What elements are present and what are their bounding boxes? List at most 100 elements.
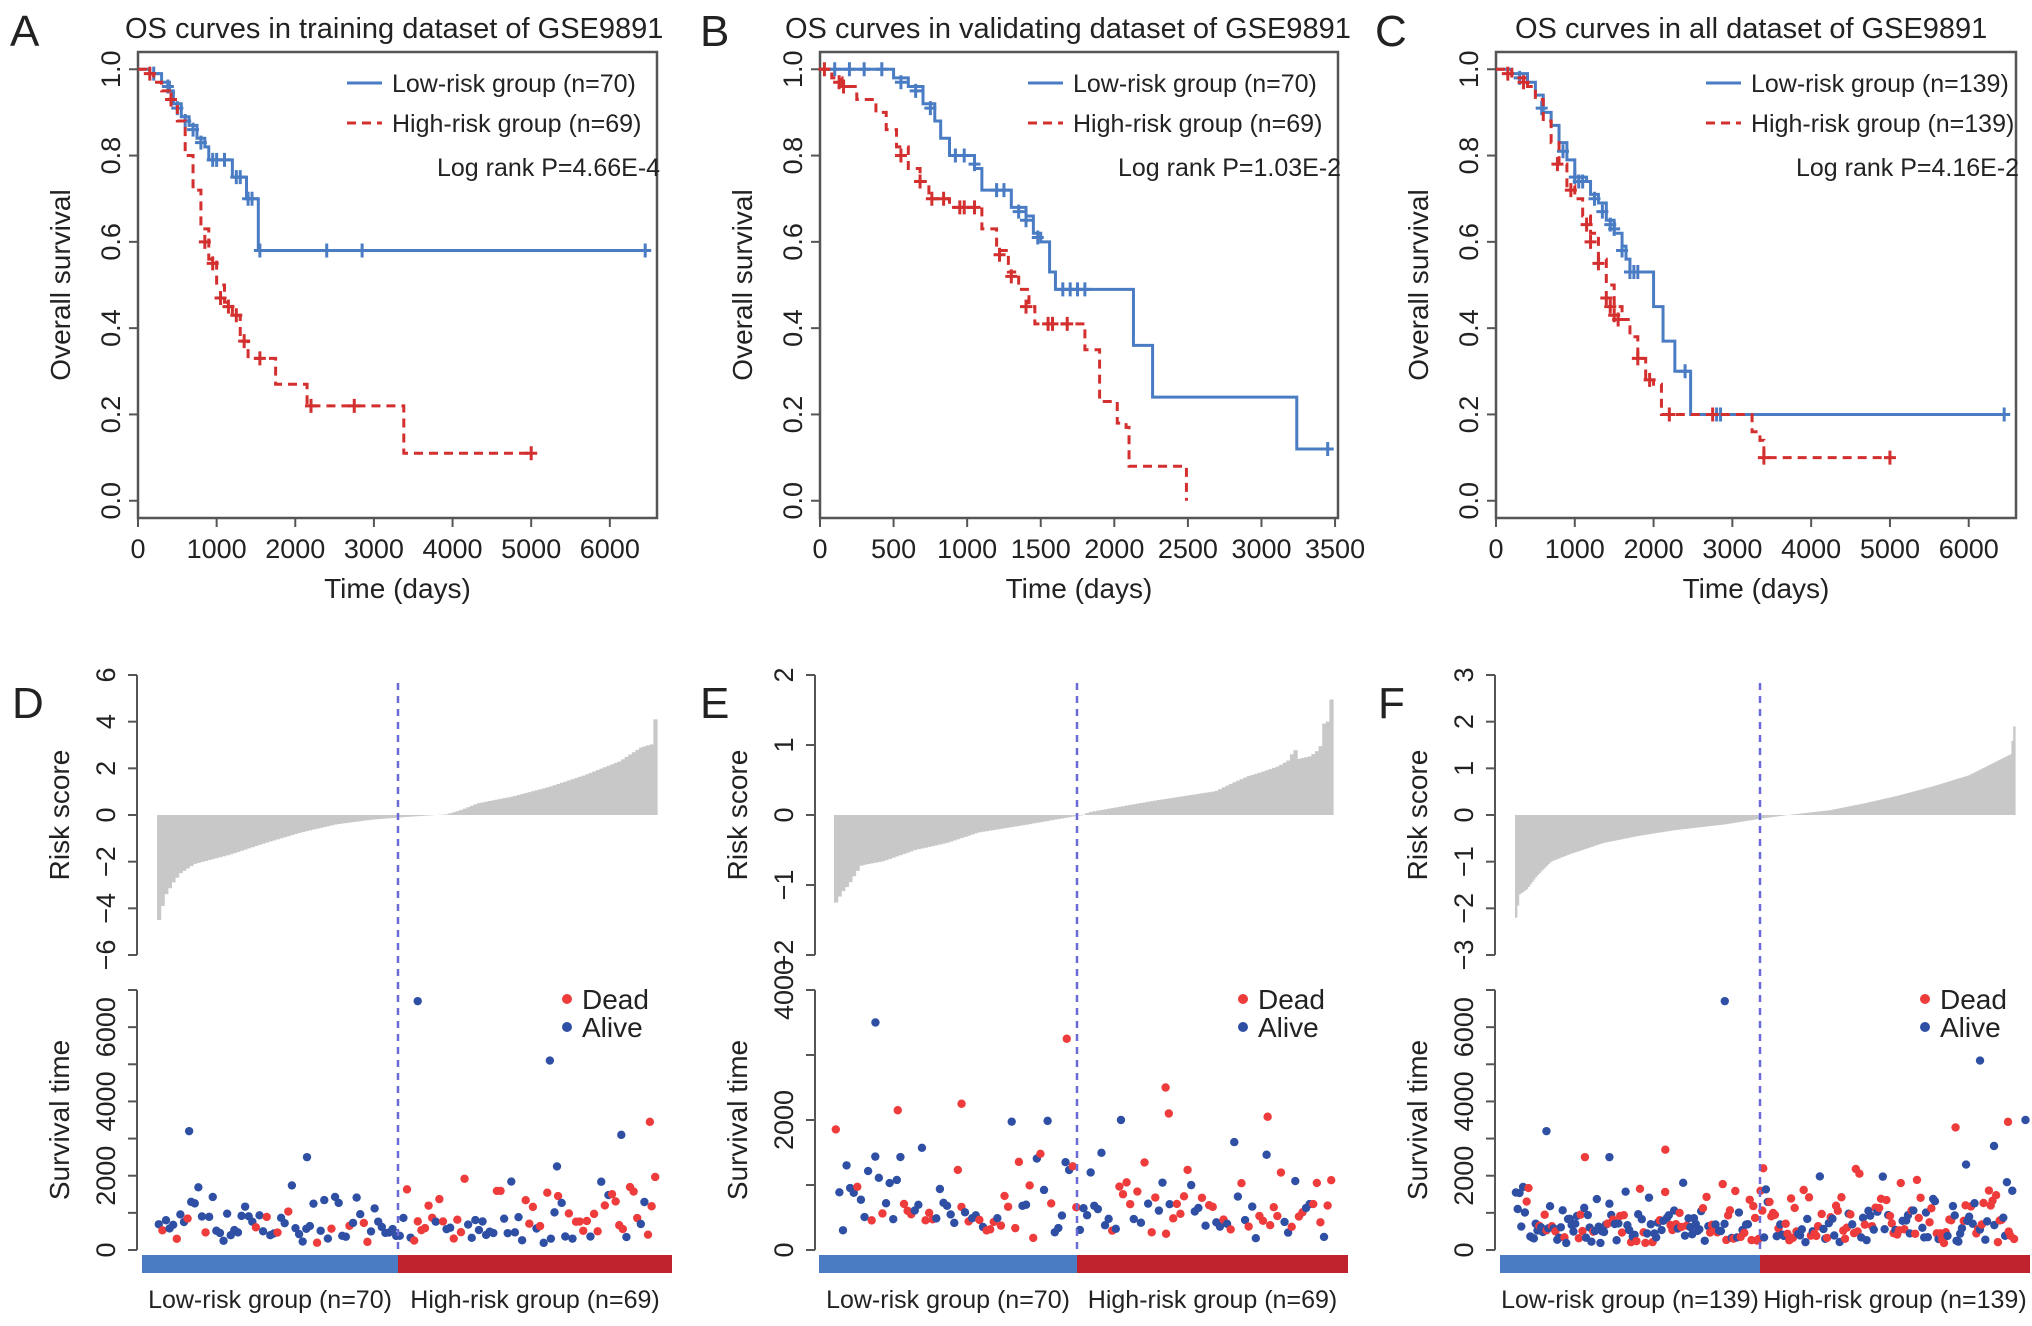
risk-bar xyxy=(1991,763,1995,815)
censor-mark xyxy=(1757,450,1770,465)
alive-point xyxy=(197,1212,207,1221)
risk-bar xyxy=(491,800,496,815)
risk-bar xyxy=(279,815,284,839)
risk-bar xyxy=(1935,785,1939,815)
risk-bar xyxy=(358,815,363,822)
alive-point xyxy=(1637,1215,1646,1224)
dead-point xyxy=(1522,1197,1531,1206)
alive-point xyxy=(1828,1214,1837,1223)
censor-mark xyxy=(1663,407,1676,422)
risk-bar xyxy=(225,815,230,856)
alive-point xyxy=(1158,1178,1167,1187)
dead-point xyxy=(1951,1123,1960,1132)
dead-point xyxy=(1000,1191,1009,1201)
dead-point xyxy=(831,1125,840,1134)
risk-bar xyxy=(1218,789,1223,815)
risk-bar xyxy=(1149,801,1155,815)
risk-bar xyxy=(2011,740,2014,815)
dead-point xyxy=(1750,1213,1760,1223)
alive-point xyxy=(1592,1194,1602,1204)
risk-bar xyxy=(1804,813,1807,815)
alive-point xyxy=(2002,1177,2012,1187)
risk-bar xyxy=(480,802,485,815)
risk-bar xyxy=(549,786,554,815)
plot-frame xyxy=(818,50,1340,520)
alive-point xyxy=(1291,1176,1300,1186)
censor-mark xyxy=(1501,66,1514,81)
risk-bar xyxy=(174,815,180,878)
alive-point xyxy=(1801,1237,1810,1247)
censor-mark xyxy=(858,62,871,77)
dead-point xyxy=(1244,1222,1253,1231)
alive-point xyxy=(1612,1236,1621,1245)
alive-point xyxy=(1848,1220,1857,1229)
alive-point xyxy=(1950,1211,1959,1220)
risk-y-axis-label: Risk score xyxy=(1402,750,1433,881)
alive-point xyxy=(1556,1223,1566,1232)
risk-bar xyxy=(2009,754,2013,815)
dead-point xyxy=(273,1228,282,1237)
risk-bar xyxy=(898,815,903,856)
alive-point xyxy=(942,1201,952,1210)
y-tick-label: 0.4 xyxy=(1454,309,1484,347)
dead-point xyxy=(543,1188,552,1197)
risk-bar xyxy=(1300,758,1305,815)
risk-bar xyxy=(300,815,306,833)
dead-point xyxy=(1269,1203,1278,1212)
risk-bar xyxy=(1950,780,1953,815)
dead-point xyxy=(1812,1231,1821,1241)
risk-bar xyxy=(444,814,449,815)
risk-bar xyxy=(869,815,875,864)
risk-bar xyxy=(1527,815,1530,887)
risk-bar xyxy=(1763,815,1766,819)
risk-bar xyxy=(498,798,503,815)
alive-point xyxy=(1711,1220,1720,1229)
risk-bar xyxy=(1554,815,1557,860)
risk-bar xyxy=(1293,750,1298,815)
dead-point xyxy=(1179,1192,1189,1201)
risk-bar xyxy=(1793,814,1797,815)
alive-point xyxy=(507,1177,516,1186)
survival-y-axis-label: Survival time xyxy=(722,1040,753,1200)
risk-bar xyxy=(293,815,298,835)
alive-point xyxy=(1262,1150,1271,1159)
risk-bar xyxy=(1782,815,1786,816)
alive-point xyxy=(348,1218,358,1228)
alive-point xyxy=(1803,1214,1812,1224)
risk-bar xyxy=(1856,804,1860,815)
risk-bar xyxy=(1653,815,1656,834)
alive-point xyxy=(561,1232,570,1241)
risk-bar xyxy=(286,815,291,837)
dead-point xyxy=(1025,1181,1034,1190)
risk-bar xyxy=(1246,776,1252,815)
dead-point xyxy=(1580,1152,1590,1162)
dead-point xyxy=(867,1216,876,1225)
risk-bar xyxy=(2004,757,2007,815)
panel-b: B OS curves in validating dataset of GSE9… xyxy=(700,7,1365,604)
risk-bar xyxy=(167,815,172,889)
risk-bar xyxy=(991,815,997,830)
legend-high-label: High-risk group (n=139) xyxy=(1751,110,2014,138)
risk-bar xyxy=(1067,815,1072,818)
risk-bar xyxy=(541,788,547,815)
risk-bar xyxy=(1322,723,1327,815)
alive-point xyxy=(1043,1116,1052,1126)
risk-bar xyxy=(1919,789,1923,815)
risk-bar xyxy=(1013,815,1018,827)
censor-mark xyxy=(837,79,850,94)
censor-mark xyxy=(238,334,251,349)
censor-mark xyxy=(1020,213,1033,228)
risk-bar xyxy=(1998,759,2002,815)
risk-bar xyxy=(1916,790,1919,815)
risk-bar xyxy=(628,754,633,815)
risk-bar xyxy=(1826,810,1829,815)
dead-point xyxy=(1882,1195,1891,1205)
dead-point xyxy=(424,1201,433,1210)
alive-point xyxy=(1233,1192,1243,1201)
x-axis-label: Time (days) xyxy=(1683,573,1830,604)
risk-bar xyxy=(1662,815,1665,832)
risk-bar xyxy=(1775,815,1779,817)
risk-bar xyxy=(354,815,360,822)
censor-mark xyxy=(246,191,259,206)
legend-alive-label: Alive xyxy=(1940,1012,2001,1043)
